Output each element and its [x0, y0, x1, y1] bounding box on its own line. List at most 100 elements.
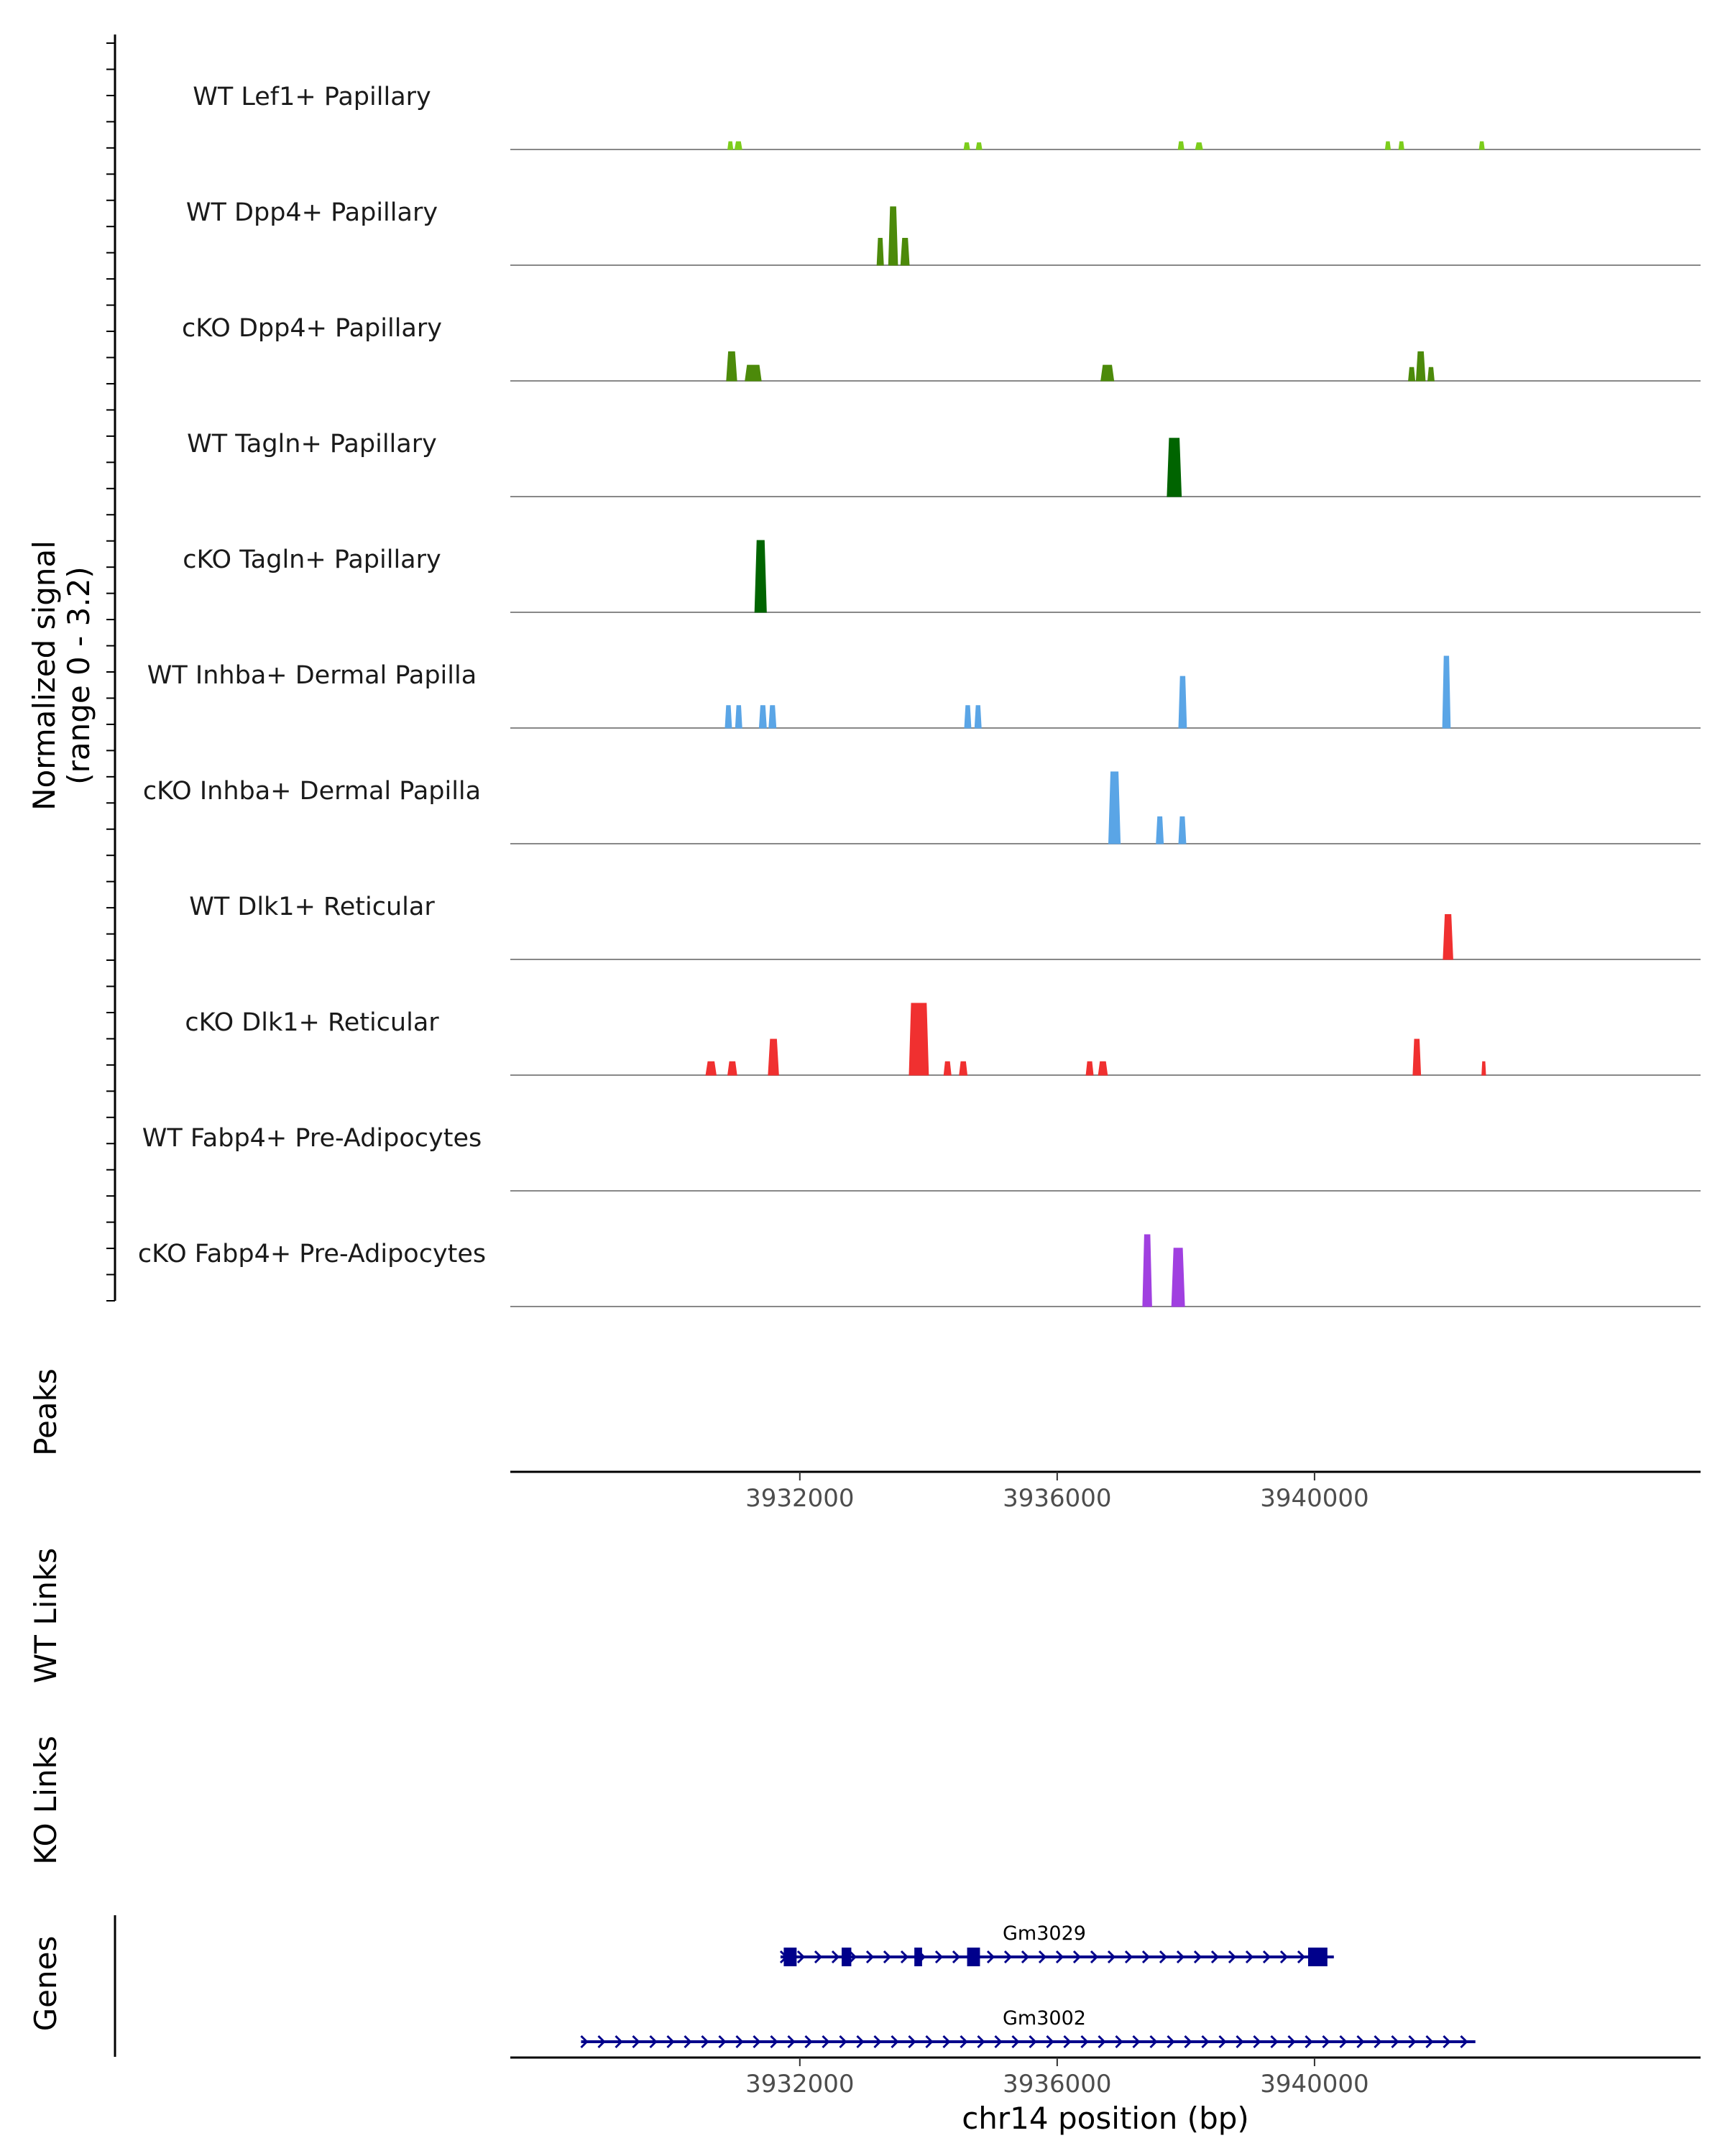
strand-arrow [1374, 2035, 1382, 2049]
signal-track: WT Dpp4+ Papillary [186, 198, 1701, 266]
track-label: cKO Tagln+ Papillary [183, 545, 441, 574]
gene-name-label: Gm3002 [1003, 2007, 1086, 2030]
strand-arrow [1356, 2035, 1365, 2049]
signal-peak [1412, 1038, 1422, 1076]
strand-arrow [649, 2035, 658, 2049]
strand-arrow [1322, 2035, 1330, 2049]
signal-track: cKO Dpp4+ Papillary [182, 314, 1701, 382]
signal-track: WT Inhba+ Dermal Papilla [147, 655, 1701, 729]
signal-peak [1085, 1061, 1094, 1076]
signal-peak [964, 705, 972, 729]
signal-peak [735, 705, 742, 729]
track-label: WT Dlk1+ Reticular [189, 893, 435, 921]
track-label: cKO Fabp4+ Pre-Adipocytes [138, 1240, 486, 1268]
strand-arrow [770, 2035, 778, 2049]
track-label: WT Tagln+ Papillary [187, 430, 437, 459]
signal-peak [754, 540, 767, 613]
signal-peak [908, 1003, 929, 1076]
strand-arrow [1443, 2035, 1451, 2049]
strand-arrow [952, 1950, 961, 1964]
signal-y-axis [106, 34, 116, 1302]
strand-arrow [1115, 2035, 1123, 2049]
strand-arrow [1262, 1950, 1271, 1964]
strand-arrow [1287, 2035, 1296, 2049]
signal-peak [1167, 438, 1182, 497]
signal-peak [1427, 367, 1435, 382]
strand-arrow [1149, 2035, 1158, 2049]
signal-peak [768, 1038, 779, 1076]
strand-arrow [632, 2035, 640, 2049]
signal-track: cKO Tagln+ Papillary [183, 540, 1701, 613]
peaks-x-axis: 3932000 3936000 3940000 [745, 1472, 1369, 1513]
strand-arrow [1391, 2035, 1399, 2049]
strand-arrow [580, 2035, 589, 2049]
track-label: WT Lef1+ Papillary [193, 83, 431, 111]
signal-peak [758, 705, 767, 729]
gene-model: Gm3002 [580, 2007, 1476, 2049]
genes-track-label: Genes [28, 1936, 63, 2032]
strand-arrow [1408, 2035, 1417, 2049]
strand-arrow [1167, 2035, 1175, 2049]
signal-peak [1384, 141, 1392, 150]
signal-track: WT Tagln+ Papillary [187, 430, 1701, 497]
signal-track: cKO Dlk1+ Reticular [185, 1003, 1701, 1076]
signal-peak [1478, 141, 1485, 150]
strand-arrow [891, 2035, 899, 2049]
exon [1307, 1948, 1328, 1966]
strand-arrow [1297, 1950, 1306, 1964]
strand-arrow [1305, 2035, 1313, 2049]
strand-arrow [1072, 1950, 1082, 1964]
strand-arrow [1029, 2035, 1037, 2049]
strand-arrow [994, 2035, 1003, 2049]
strand-arrow [1021, 1950, 1030, 1964]
strand-arrow [684, 2035, 692, 2049]
strand-arrow [701, 2035, 709, 2049]
signal-peak [724, 705, 732, 729]
strand-arrow [1141, 1950, 1151, 1964]
signal-peak [1178, 816, 1187, 844]
strand-arrow [1055, 1950, 1064, 1964]
wt-links-track-label: WT Links [28, 1548, 63, 1683]
strand-arrow [1107, 1950, 1116, 1964]
signal-track: WT Lef1+ Papillary [193, 83, 1701, 150]
strand-arrow [753, 2035, 761, 2049]
signal-peak [1408, 367, 1416, 382]
signal-peak [1100, 364, 1115, 382]
strand-arrow [1460, 2035, 1468, 2049]
x-tick-label: 3936000 [1003, 2070, 1111, 2099]
strand-arrow [1210, 1950, 1220, 1964]
signal-peak [1195, 142, 1203, 150]
signal-peak [900, 238, 910, 266]
signal-track: cKO Fabp4+ Pre-Adipocytes [138, 1234, 1701, 1307]
strand-arrow [848, 1950, 857, 1964]
strand-arrow [787, 2035, 796, 2049]
exon [967, 1948, 980, 1966]
exon [841, 1948, 852, 1966]
strand-arrow [1218, 2035, 1227, 2049]
signal-peak [727, 141, 734, 150]
y-axis-label-line2: (range 0 - 3.2) [61, 566, 96, 785]
signal-track: WT Fabp4+ Pre-Adipocytes [142, 1124, 1701, 1192]
strand-arrow [1339, 2035, 1348, 2049]
strand-arrow [908, 2035, 916, 2049]
track-label: WT Inhba+ Dermal Papilla [147, 661, 477, 690]
y-axis-label-line1: Normalized signal [27, 540, 62, 811]
strand-arrow [1279, 1950, 1289, 1964]
strand-arrow [1124, 1950, 1133, 1964]
strand-arrow [615, 2035, 623, 2049]
strand-arrow [666, 2035, 675, 2049]
strand-arrow [1038, 1950, 1047, 1964]
track-label: cKO Dpp4+ Papillary [182, 314, 442, 343]
signal-peak [1142, 1234, 1152, 1307]
signal-track: cKO Inhba+ Dermal Papilla [143, 771, 1701, 844]
track-label: cKO Dlk1+ Reticular [185, 1008, 439, 1037]
signal-peak [888, 206, 898, 266]
strand-arrow [883, 1950, 892, 1964]
strand-arrow [873, 2035, 882, 2049]
gene-model: Gm3029 [779, 1922, 1334, 1966]
strand-arrow [856, 2035, 865, 2049]
strand-arrow [597, 2035, 606, 2049]
strand-arrow [865, 1950, 875, 1964]
strand-arrow [718, 2035, 727, 2049]
